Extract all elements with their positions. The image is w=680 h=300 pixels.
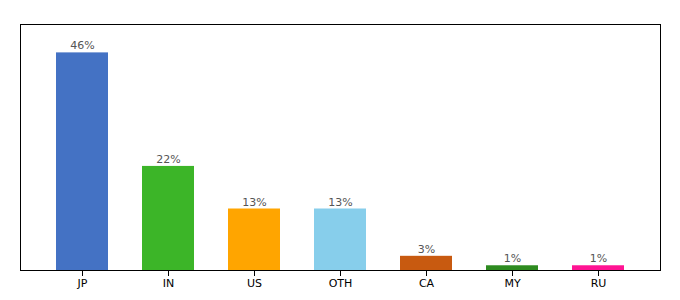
svg-text:22%: 22% <box>156 153 180 166</box>
svg-text:13%: 13% <box>242 196 266 209</box>
svg-text:CA: CA <box>419 277 435 290</box>
svg-text:OTH: OTH <box>329 277 353 290</box>
svg-text:13%: 13% <box>328 196 352 209</box>
svg-text:1%: 1% <box>590 252 607 265</box>
svg-text:RU: RU <box>591 277 607 290</box>
svg-text:IN: IN <box>163 277 174 290</box>
svg-text:46%: 46% <box>70 39 94 52</box>
svg-text:US: US <box>247 277 262 290</box>
svg-text:MY: MY <box>504 277 520 290</box>
svg-text:JP: JP <box>77 277 88 290</box>
svg-text:3%: 3% <box>418 243 435 256</box>
svg-text:1%: 1% <box>504 252 521 265</box>
